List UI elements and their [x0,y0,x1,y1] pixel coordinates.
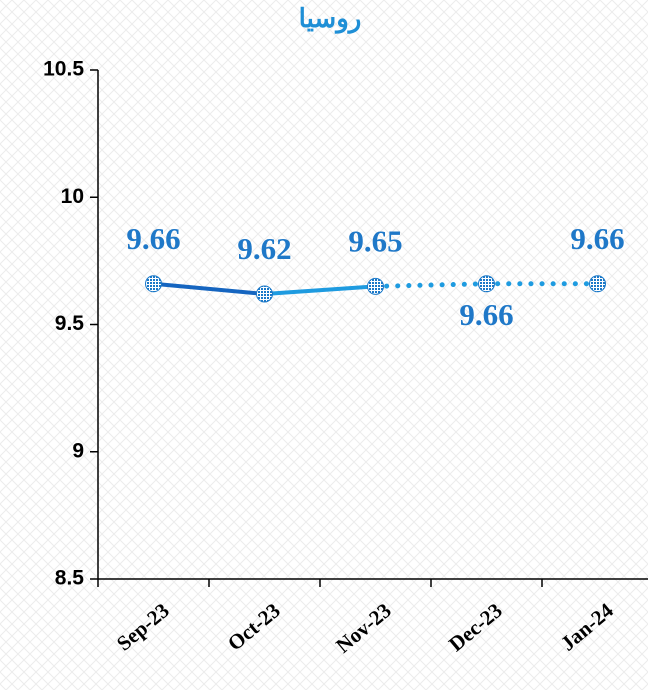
value-label: 9.62 [237,231,291,266]
marker [478,275,495,293]
y-tick-label: 8.5 [55,567,85,590]
y-tick-label: 10.5 [43,58,84,81]
marker [367,277,384,295]
value-label: 9.66 [459,297,513,332]
line-segment [151,281,267,296]
value-label: 9.66 [570,221,624,256]
line-segment [373,281,489,289]
y-tick-label: 9.5 [55,312,85,335]
value-label: 9.66 [126,221,180,256]
marker [256,285,273,303]
marker [589,275,606,293]
y-tick-label: 10 [61,185,84,208]
line-segment [262,284,378,296]
y-tick-label: 9 [72,439,84,462]
marker [145,275,162,293]
value-label: 9.65 [348,223,402,258]
chart-title: روسيا [299,3,362,34]
